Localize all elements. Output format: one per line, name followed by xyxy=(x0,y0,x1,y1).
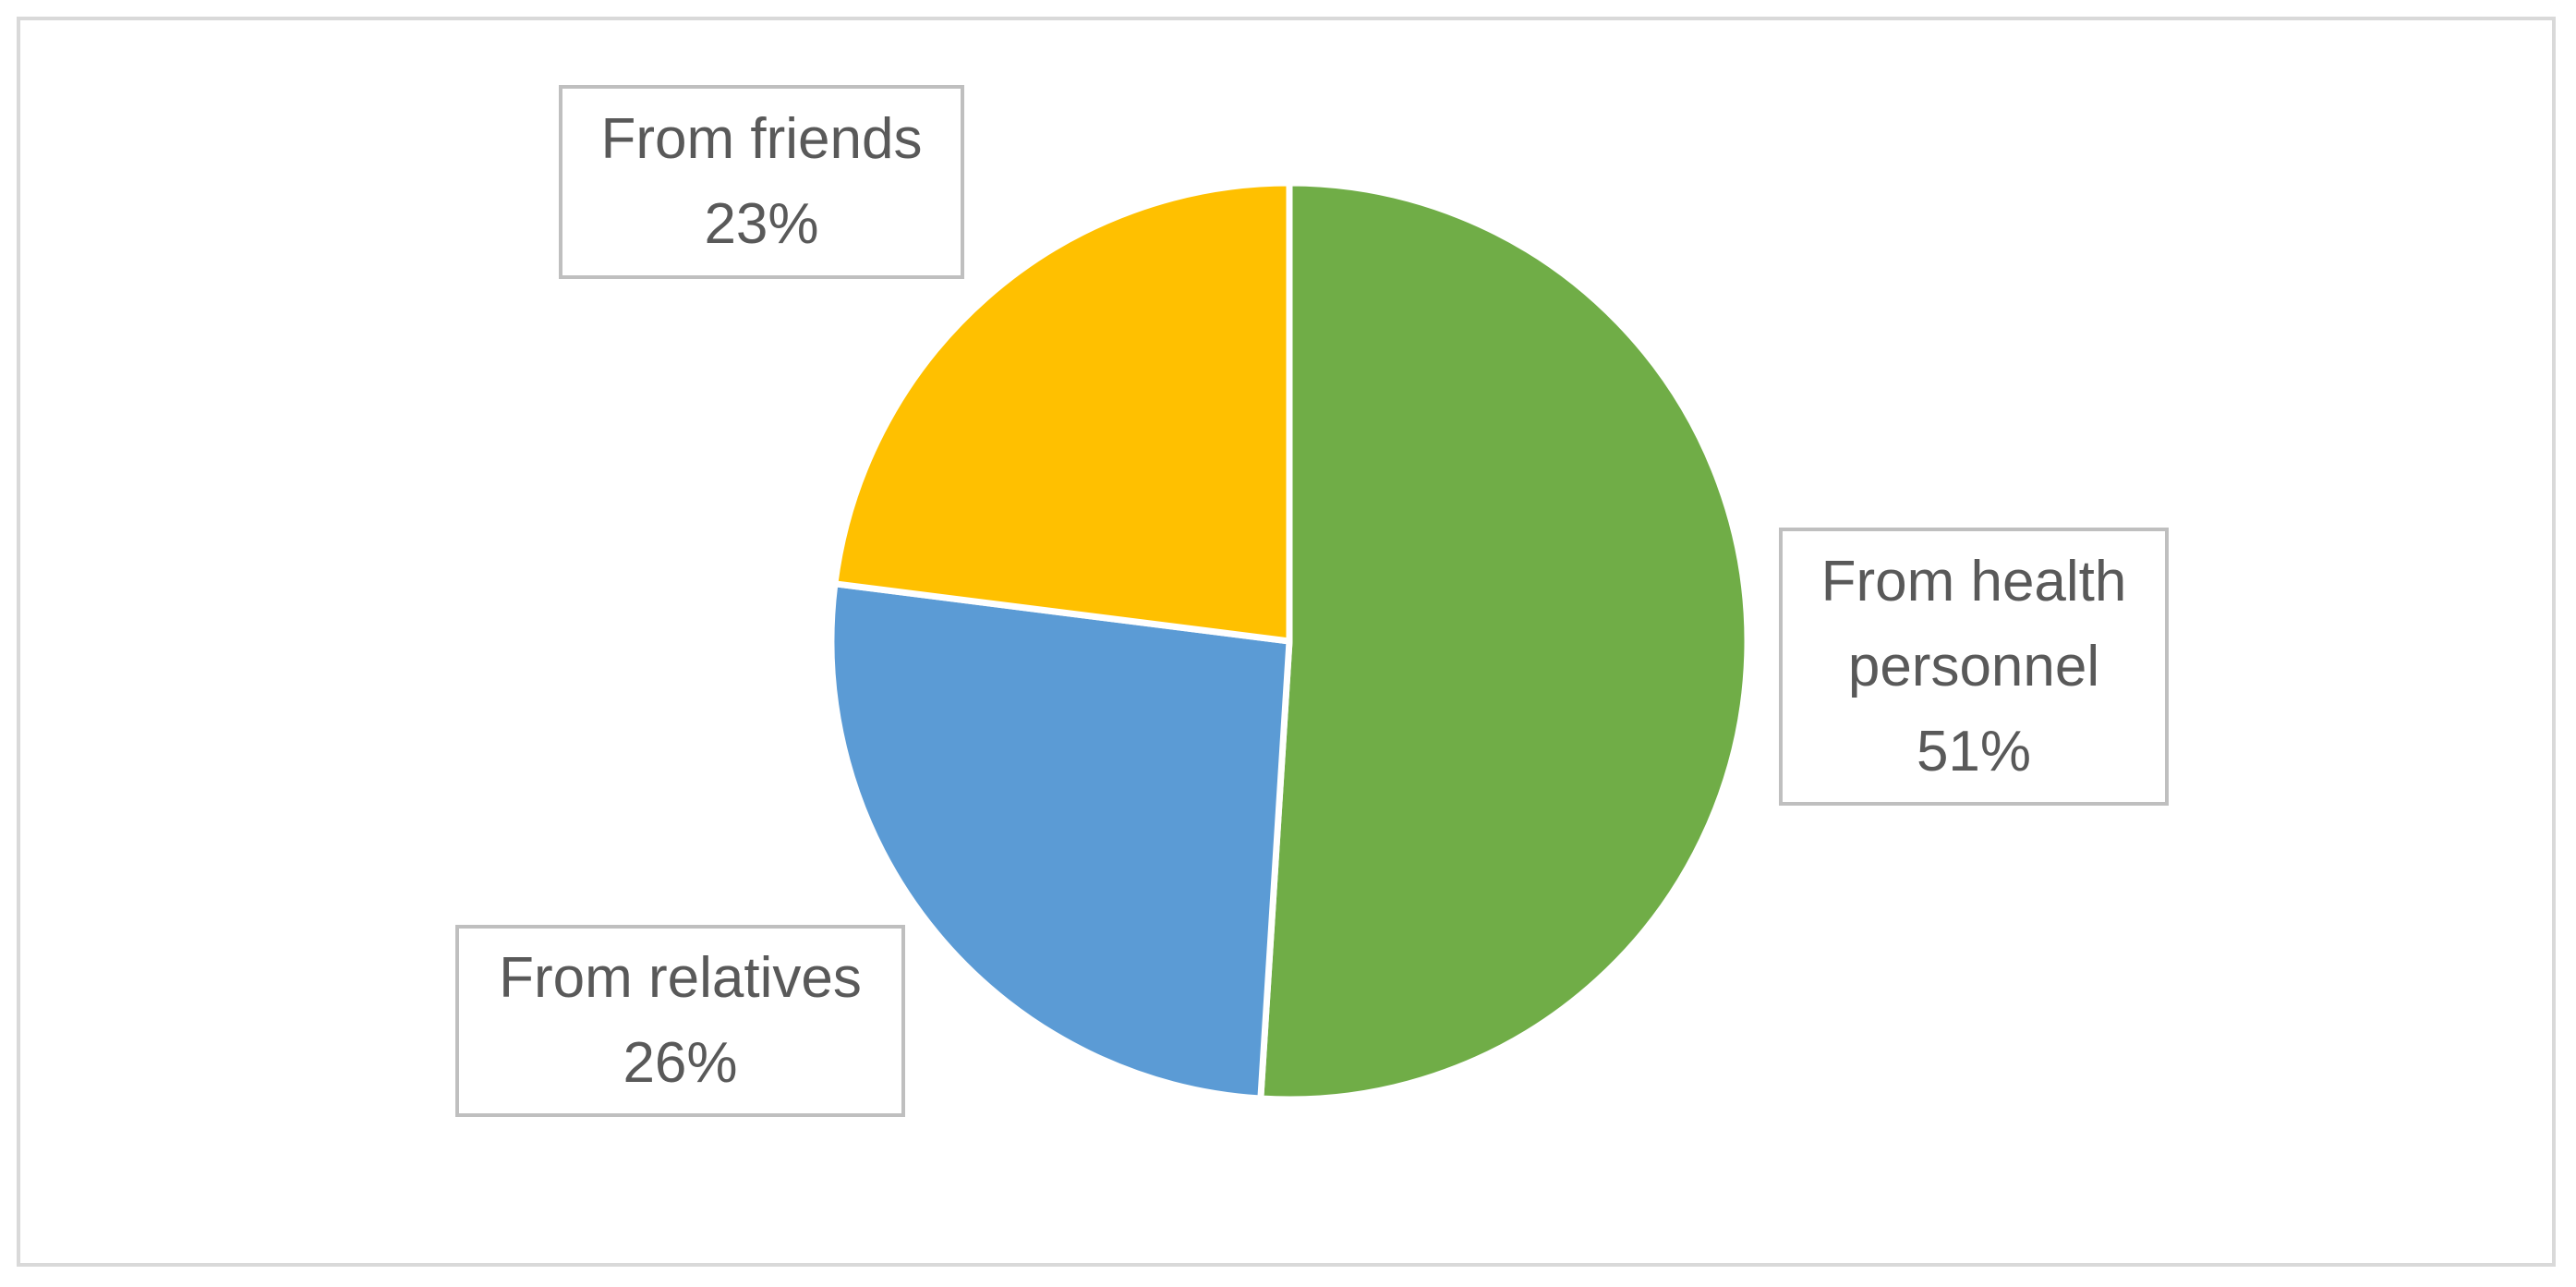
label-value: 26% xyxy=(623,1031,738,1095)
label-category: From relatives xyxy=(499,946,862,1010)
pie-slice xyxy=(828,580,1293,1102)
pie-slice xyxy=(831,179,1293,645)
label-category: From friends xyxy=(600,107,923,171)
chart-frame xyxy=(17,17,2556,1267)
label-category: From health personnel xyxy=(1820,549,2127,698)
label-value: 51% xyxy=(1916,719,2032,783)
pie-slice xyxy=(1257,179,1751,1103)
data-label: From relatives 26% xyxy=(455,925,905,1117)
data-label: From friends 23% xyxy=(559,85,964,279)
data-label: From health personnel 51% xyxy=(1779,528,2169,806)
label-value: 23% xyxy=(704,192,819,256)
